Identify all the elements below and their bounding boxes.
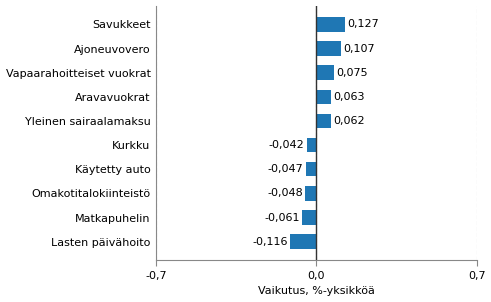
Bar (305, 186, 316, 201)
Bar (302, 210, 316, 225)
Bar (316, 114, 330, 128)
Text: 0,127: 0,127 (348, 19, 380, 29)
Bar (316, 90, 331, 104)
Text: 0,075: 0,075 (336, 68, 367, 78)
Text: 0,063: 0,063 (333, 92, 365, 102)
Text: -0,047: -0,047 (268, 164, 303, 174)
Text: 0,107: 0,107 (343, 43, 375, 53)
X-axis label: Vaikutus, %-yksikköä: Vaikutus, %-yksikköä (258, 286, 375, 297)
Bar (316, 17, 346, 32)
Bar (305, 162, 316, 176)
Text: -0,048: -0,048 (267, 188, 303, 198)
Text: -0,042: -0,042 (269, 140, 304, 150)
Bar (316, 41, 341, 56)
Text: 0,062: 0,062 (333, 116, 364, 126)
Bar (316, 66, 333, 80)
Bar (290, 234, 316, 249)
Bar (307, 138, 316, 152)
Text: -0,116: -0,116 (252, 237, 288, 247)
Text: -0,061: -0,061 (265, 213, 300, 223)
